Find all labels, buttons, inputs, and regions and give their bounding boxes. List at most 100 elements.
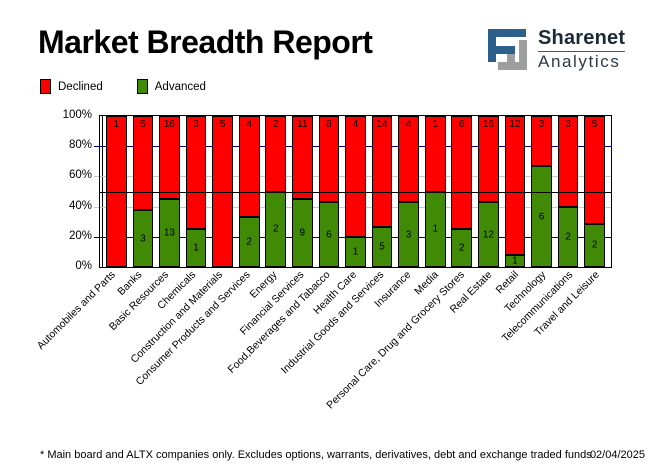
- bar-declined-segment: 3: [185, 116, 207, 230]
- bar-value-label: 4: [352, 119, 359, 130]
- bar-advanced-segment: 3: [132, 210, 154, 267]
- legend-label: Declined: [58, 80, 103, 93]
- y-axis-label: 0%: [75, 260, 92, 272]
- bar-value-label: 3: [405, 229, 412, 241]
- legend-label: Advanced: [154, 80, 206, 93]
- bar-slot: 12 1: [502, 116, 529, 267]
- bar-value-label: 6: [326, 229, 332, 241]
- bar-declined-segment: 4: [398, 116, 419, 203]
- sharenet-logo-icon: [486, 27, 530, 72]
- chart-legend: Declined Advanced: [40, 79, 206, 94]
- bar-value-label: 11: [297, 119, 308, 130]
- bar-value-label: 5: [140, 119, 146, 130]
- bar-advanced-segment: 13: [159, 199, 180, 267]
- bar-value-label: 16: [482, 119, 494, 130]
- bar-declined-segment: 3: [531, 116, 552, 167]
- bar-value-label: 5: [379, 241, 385, 253]
- bar-advanced-segment: 1: [345, 236, 366, 267]
- bar-value-label: 2: [459, 242, 465, 254]
- axis-tick: [94, 236, 99, 238]
- legend-item-declined: Declined: [40, 79, 103, 94]
- footnote: * Main board and ALTX companies only. Ex…: [40, 449, 592, 461]
- declined-swatch: [40, 79, 51, 94]
- bar-declined-segment: 16: [159, 116, 180, 200]
- bars-row: 1 5 3 16 13 3 1 5 4 2 2 2 11 9 8 6 4 1 14 5 4 3 1 1 6 2 16 12 12 1 3 6 3…: [100, 116, 611, 267]
- bar-value-label: 1: [512, 255, 518, 267]
- sharenet-logo-text: Sharenet Analytics: [538, 27, 626, 72]
- bar-declined-segment: 14: [371, 116, 393, 228]
- bar-value-label: 3: [140, 233, 146, 245]
- bar-value-label: 6: [538, 211, 545, 223]
- bar-advanced-segment: 6: [318, 202, 340, 267]
- bar-slot: 11 9: [289, 116, 316, 267]
- bar-advanced-segment: 9: [291, 199, 313, 267]
- page-title: Market Breadth Report: [38, 24, 373, 60]
- bar-declined-segment: 8: [318, 116, 340, 203]
- bar: 12 1: [504, 116, 526, 267]
- axis-tick: [94, 206, 99, 208]
- bar-declined-segment: 6: [451, 116, 473, 230]
- bar-value-label: 2: [272, 119, 279, 130]
- bar-value-label: 3: [538, 119, 545, 130]
- plot-area: 1 5 3 16 13 3 1 5 4 2 2 2 11 9 8 6 4 1 14 5 4 3 1 1 6 2 16 12 12 1 3 6 3…: [34, 109, 612, 411]
- bar-value-label: 1: [193, 242, 199, 254]
- gridline: [100, 191, 611, 193]
- bar-advanced-segment: 2: [584, 223, 606, 267]
- bar-value-label: 1: [432, 223, 438, 235]
- bar-advanced-segment: 2: [557, 206, 579, 267]
- bar-advanced-segment: 1: [424, 191, 446, 267]
- axis-tick: [94, 146, 99, 148]
- y-axis-label: 80%: [68, 139, 92, 152]
- bar-declined-segment: 4: [345, 116, 366, 237]
- bar: 11 9: [291, 116, 313, 267]
- bar: 16 12: [478, 116, 499, 267]
- bar-value-label: 12: [509, 119, 521, 130]
- bar-advanced-segment: 12: [478, 202, 499, 267]
- bar-value-label: 3: [565, 119, 571, 130]
- axis-tick: [94, 176, 99, 178]
- bar-slot: 16 13: [156, 116, 183, 267]
- brand-subtitle: Analytics: [538, 52, 621, 71]
- sharenet-logo: Sharenet Analytics: [486, 27, 626, 72]
- bar-value-label: 14: [376, 119, 388, 130]
- bar-value-label: 1: [113, 119, 120, 130]
- x-axis-label-text: Automobiles and Parts: [34, 268, 118, 352]
- bar-value-label: 5: [219, 119, 226, 130]
- bar-value-label: 2: [272, 223, 279, 235]
- bar-declined-segment: 16: [478, 116, 499, 203]
- bar-slot: 16 12: [475, 116, 502, 267]
- bar-declined-segment: 4: [238, 116, 260, 217]
- bar-value-label: 4: [405, 119, 412, 130]
- bar-advanced-segment: 2: [451, 229, 473, 267]
- bar-advanced-segment: 2: [265, 191, 287, 267]
- bar-declined-segment: 5: [584, 116, 606, 224]
- bar-advanced-segment: 3: [398, 202, 419, 267]
- bar-value-label: 2: [565, 231, 571, 243]
- bar-value-label: 8: [326, 119, 332, 130]
- bar-value-label: 4: [246, 119, 252, 130]
- brand-name: Sharenet: [538, 27, 626, 49]
- bar: 14 5: [371, 116, 393, 267]
- bar-declined-segment: 2: [265, 116, 287, 192]
- bar-value-label: 9: [299, 227, 306, 239]
- bar-declined-segment: 12: [504, 116, 526, 256]
- legend-item-advanced: Advanced: [136, 79, 206, 94]
